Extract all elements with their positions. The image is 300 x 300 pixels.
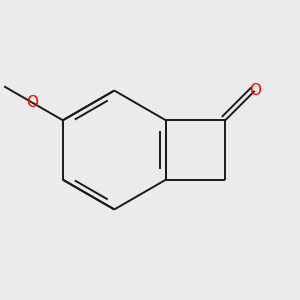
Text: O: O (26, 95, 38, 110)
Text: O: O (249, 83, 261, 98)
